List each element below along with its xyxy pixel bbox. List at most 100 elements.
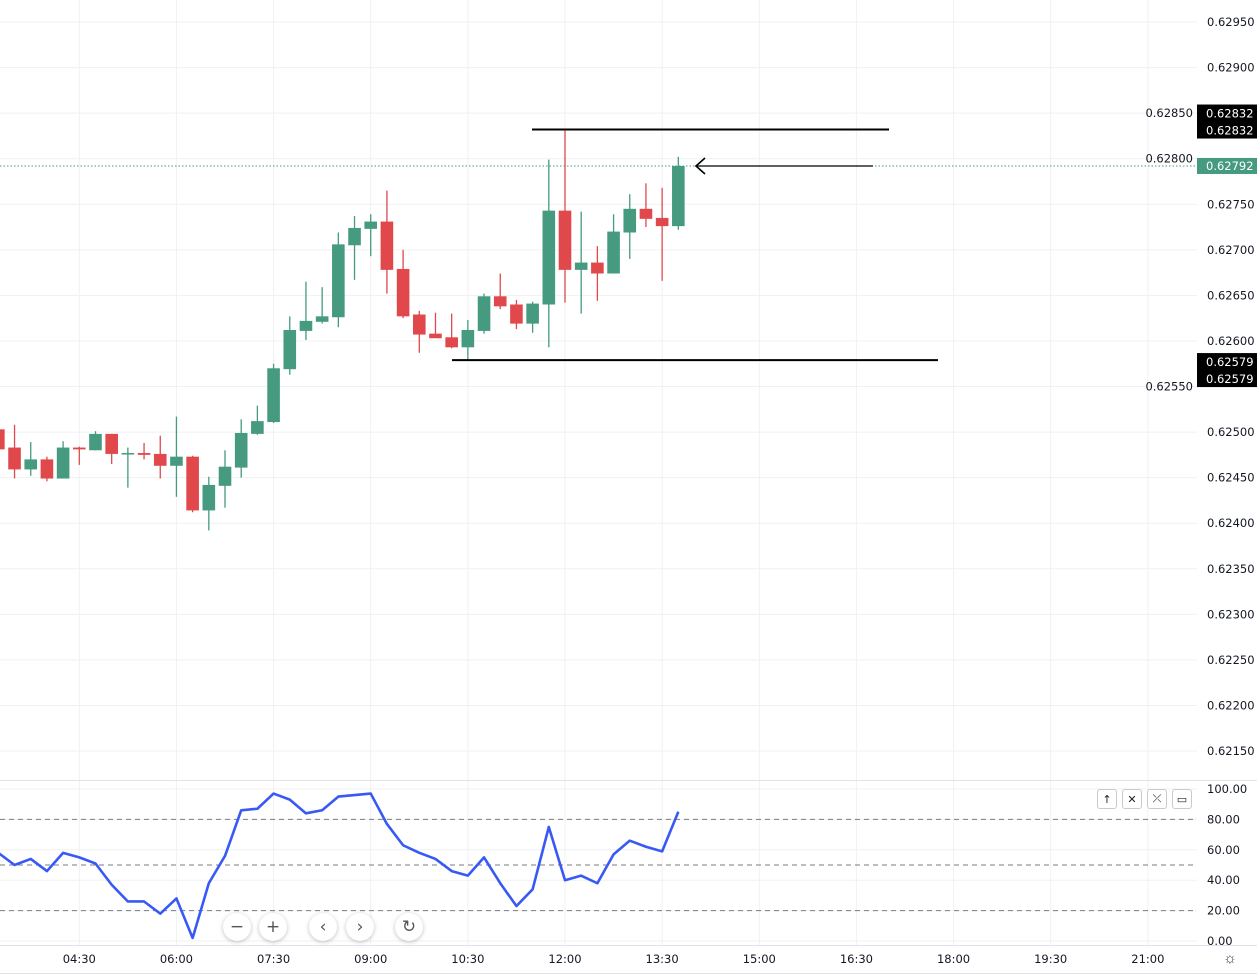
level-price-label: 0.62832 <box>1206 124 1254 138</box>
indicator-axis-label: 20.00 <box>1207 904 1240 918</box>
candle-up <box>56 447 70 479</box>
candle-down <box>429 333 442 339</box>
candle-up <box>251 421 264 434</box>
candle-up <box>299 320 313 331</box>
settings-gear-icon[interactable]: ☼ <box>1223 950 1237 967</box>
time-axis-label: 04:30 <box>63 952 96 966</box>
scroll-left-icon: ‹ <box>319 917 327 937</box>
candle-up <box>477 296 491 331</box>
time-axis-label: 18:00 <box>937 952 970 966</box>
candle-up <box>89 433 102 451</box>
price-axis-label: 0.62450 <box>1207 471 1255 485</box>
price-axis-label: 0.62950 <box>1207 15 1255 29</box>
maximize-icon: ▭ <box>1176 792 1188 806</box>
candle-up <box>348 227 361 246</box>
close-icon: ✕ <box>1127 792 1137 806</box>
candle-down <box>445 337 458 348</box>
price-axis-label: 0.62250 <box>1207 653 1255 667</box>
scroll-left-button[interactable]: ‹ <box>309 913 337 941</box>
indicator-axis-label: 0.00 <box>1207 934 1233 948</box>
collapse-button[interactable]: ⤫ <box>1147 789 1167 809</box>
candle-up <box>364 221 378 229</box>
indicator-axis-label: 60.00 <box>1207 843 1240 857</box>
zoom-out-icon: − <box>229 917 245 937</box>
last-price-label: 0.62792 <box>1206 159 1254 173</box>
scroll-right-button[interactable]: › <box>346 913 374 941</box>
reset-button[interactable]: ↻ <box>395 913 423 941</box>
reset-icon: ↻ <box>401 917 417 937</box>
candle-down <box>396 268 410 317</box>
indicator-line <box>0 792 680 940</box>
candle-down <box>40 459 54 479</box>
arrow-head-icon <box>694 157 706 175</box>
candle-down <box>380 221 394 270</box>
candle-down <box>639 208 653 219</box>
price-axis-label: 0.62650 <box>1207 288 1255 302</box>
candle-down <box>412 314 426 335</box>
candle-down <box>73 447 86 450</box>
candle-up <box>315 316 329 322</box>
time-axis-label: 15:00 <box>743 952 776 966</box>
level-price-label: 0.62832 <box>1206 107 1254 121</box>
price-axis-label: 0.62550 <box>1145 380 1193 394</box>
level-price-badge <box>1197 104 1257 139</box>
time-axis-label: 07:30 <box>257 952 290 966</box>
candle-up <box>574 262 588 270</box>
candle-down <box>153 453 167 466</box>
time-axis-label: 16:30 <box>840 952 873 966</box>
candle-down <box>591 262 604 274</box>
price-axis-label: 0.62750 <box>1207 197 1255 211</box>
price-axis-label: 0.62500 <box>1207 425 1255 439</box>
candle-up <box>170 456 183 466</box>
price-axis-label: 0.62800 <box>1145 152 1193 166</box>
maximize-button[interactable]: ▭ <box>1172 789 1192 809</box>
time-axis-label: 21:00 <box>1131 952 1164 966</box>
candle-up <box>218 466 232 486</box>
time-axis-label: 13:30 <box>646 952 679 966</box>
price-axis-label: 0.62350 <box>1207 562 1255 576</box>
price-axis-label: 0.62600 <box>1207 334 1255 348</box>
candle-up <box>672 165 685 227</box>
level-price-badge <box>1197 353 1257 388</box>
candle-up <box>607 231 620 274</box>
candle-up <box>623 208 637 233</box>
price-axis-label: 0.62150 <box>1207 744 1255 758</box>
zoom-in-icon: + <box>265 917 281 937</box>
zoom-in-button[interactable]: + <box>259 913 287 941</box>
level-price-label: 0.62579 <box>1206 355 1254 369</box>
candle-up <box>234 432 248 468</box>
level-price-label: 0.62579 <box>1206 372 1254 386</box>
candle-up <box>542 210 556 305</box>
last-price-badge <box>1197 157 1257 174</box>
candle-up <box>24 459 38 470</box>
price-axis-label: 0.62300 <box>1207 607 1255 621</box>
price-axis-label: 0.62200 <box>1207 698 1255 712</box>
zoom-out-button[interactable]: − <box>223 913 251 941</box>
candle-up <box>332 244 345 318</box>
indicator-axis-label: 80.00 <box>1207 812 1240 826</box>
candle-up <box>526 303 539 324</box>
price-axis-label: 0.62850 <box>1145 106 1193 120</box>
collapse-icon: ⤫ <box>1152 792 1162 805</box>
candle-down <box>655 217 669 227</box>
scroll-right-icon: › <box>356 917 364 937</box>
time-axis-label: 09:00 <box>354 952 387 966</box>
indicator-axis-label: 100.00 <box>1207 782 1247 796</box>
candle-up <box>461 330 475 348</box>
candle-down <box>0 429 5 450</box>
candle-up <box>121 453 135 455</box>
candle-up <box>283 330 297 370</box>
close-button[interactable]: ✕ <box>1122 789 1142 809</box>
move-up-button[interactable]: ↑ <box>1097 789 1117 809</box>
candle-down <box>105 433 118 454</box>
candle-up <box>267 368 280 423</box>
time-axis-label: 12:00 <box>548 952 581 966</box>
move-up-icon: ↑ <box>1102 792 1112 806</box>
candle-up <box>202 484 216 511</box>
time-axis-label: 10:30 <box>451 952 484 966</box>
candle-down <box>493 296 507 307</box>
time-axis-label: 19:30 <box>1034 952 1067 966</box>
price-axis-label: 0.62400 <box>1207 516 1255 530</box>
candle-down <box>558 210 572 270</box>
